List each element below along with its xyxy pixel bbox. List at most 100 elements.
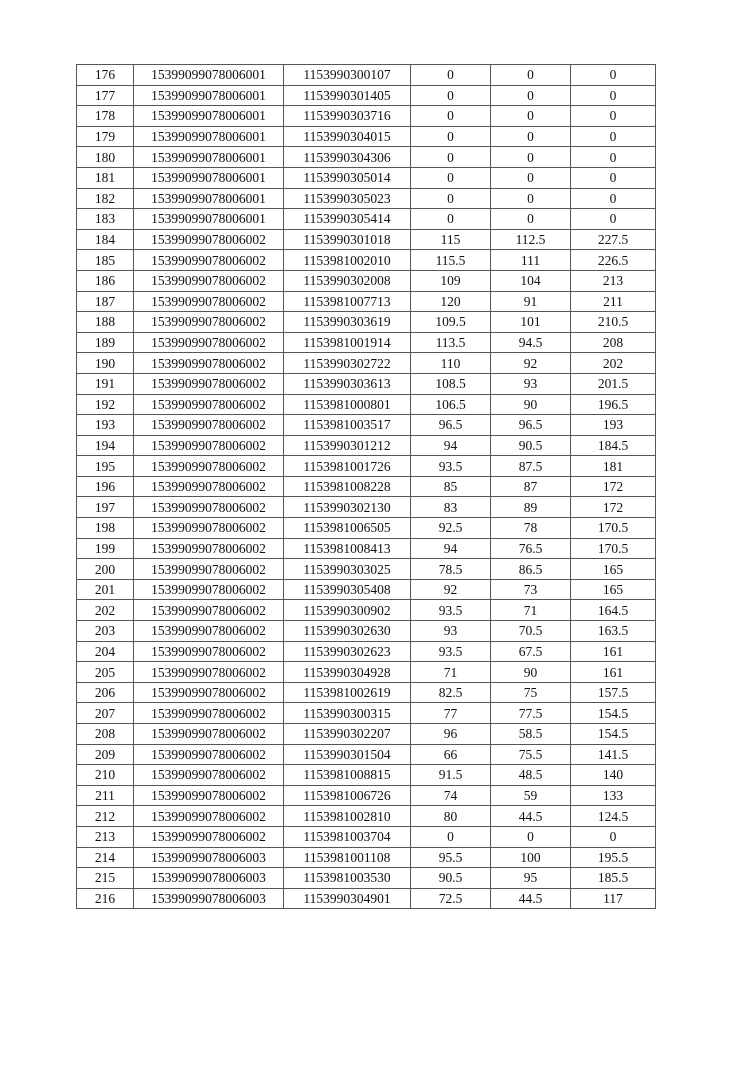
- total-cell: 211: [570, 290, 656, 313]
- group-id-cell: 15399099078006001: [133, 208, 284, 230]
- score-a-cell: 115.5: [410, 249, 491, 271]
- total-cell: 140: [570, 764, 656, 786]
- row-number-cell: 208: [76, 723, 134, 745]
- table-row: 212 15399099078006002 1153981002810 80 44.5 1…: [76, 805, 656, 827]
- score-b-cell: 70.5: [490, 620, 571, 642]
- total-cell: 170.5: [570, 537, 656, 560]
- score-b-cell: 0: [490, 825, 571, 848]
- total-cell: 164.5: [570, 599, 656, 622]
- total-cell: 165: [570, 578, 656, 601]
- score-a-cell: 94: [410, 537, 491, 560]
- total-cell: 184.5: [570, 434, 656, 457]
- item-id-cell: 1153981003704: [283, 825, 411, 848]
- row-number-cell: 188: [76, 311, 134, 333]
- score-b-cell: 0: [490, 166, 571, 189]
- score-b-cell: 0: [490, 105, 571, 127]
- group-id-cell: 15399099078006003: [133, 846, 284, 869]
- table-row: 201 15399099078006002 1153990305408 92 73 165: [76, 578, 656, 601]
- item-id-cell: 1153990301405: [283, 84, 411, 107]
- row-number-cell: 176: [76, 64, 134, 86]
- item-id-cell: 1153990304928: [283, 661, 411, 683]
- score-b-cell: 90: [490, 661, 571, 683]
- row-number-cell: 201: [76, 578, 134, 601]
- total-cell: 141.5: [570, 743, 656, 766]
- row-number-cell: 184: [76, 228, 134, 251]
- item-id-cell: 1153990303025: [283, 558, 411, 580]
- table-row: 183 15399099078006001 1153990305414 0 0 0: [76, 208, 656, 230]
- table-row: 177 15399099078006001 1153990301405 0 0 0: [76, 84, 656, 107]
- item-id-cell: 1153990303716: [283, 105, 411, 127]
- total-cell: 163.5: [570, 620, 656, 642]
- table-row: 214 15399099078006003 1153981001108 95.5 100…: [76, 846, 656, 869]
- group-id-cell: 15399099078006002: [133, 517, 284, 539]
- table-row: 206 15399099078006002 1153981002619 82.5 75 1…: [76, 681, 656, 704]
- group-id-cell: 15399099078006003: [133, 867, 284, 889]
- item-id-cell: 1153981008815: [283, 764, 411, 786]
- table-row: 179 15399099078006001 1153990304015 0 0 0: [76, 125, 656, 148]
- total-cell: 0: [570, 208, 656, 230]
- group-id-cell: 15399099078006002: [133, 311, 284, 333]
- total-cell: 195.5: [570, 846, 656, 869]
- row-number-cell: 190: [76, 352, 134, 374]
- row-number-cell: 185: [76, 249, 134, 271]
- row-number-cell: 193: [76, 414, 134, 436]
- item-id-cell: 1153981006726: [283, 784, 411, 807]
- group-id-cell: 15399099078006002: [133, 578, 284, 601]
- score-a-cell: 78.5: [410, 558, 491, 580]
- item-id-cell: 1153990302008: [283, 269, 411, 292]
- item-id-cell: 1153981003517: [283, 414, 411, 436]
- item-id-cell: 1153981002010: [283, 249, 411, 271]
- table-row: 187 15399099078006002 1153981007713 120 91 21…: [76, 290, 656, 313]
- group-id-cell: 15399099078006002: [133, 414, 284, 436]
- score-b-cell: 0: [490, 208, 571, 230]
- item-id-cell: 1153981001108: [283, 846, 411, 869]
- score-a-cell: 77: [410, 702, 491, 724]
- table-row: 196 15399099078006002 1153981008228 85 87 172: [76, 475, 656, 498]
- row-number-cell: 209: [76, 743, 134, 766]
- score-a-cell: 109.5: [410, 311, 491, 333]
- total-cell: 133: [570, 784, 656, 807]
- row-number-cell: 191: [76, 372, 134, 395]
- total-cell: 201.5: [570, 372, 656, 395]
- item-id-cell: 1153990303613: [283, 372, 411, 395]
- total-cell: 213: [570, 269, 656, 292]
- score-a-cell: 90.5: [410, 867, 491, 889]
- score-a-cell: 0: [410, 825, 491, 848]
- score-a-cell: 108.5: [410, 372, 491, 395]
- item-id-cell: 1153990302630: [283, 620, 411, 642]
- group-id-cell: 15399099078006001: [133, 125, 284, 148]
- score-b-cell: 111: [490, 249, 571, 271]
- row-number-cell: 194: [76, 434, 134, 457]
- score-b-cell: 96.5: [490, 414, 571, 436]
- row-number-cell: 186: [76, 269, 134, 292]
- group-id-cell: 15399099078006002: [133, 640, 284, 663]
- total-cell: 124.5: [570, 805, 656, 827]
- row-number-cell: 178: [76, 105, 134, 127]
- total-cell: 196.5: [570, 393, 656, 416]
- row-number-cell: 199: [76, 537, 134, 560]
- group-id-cell: 15399099078006002: [133, 825, 284, 848]
- row-number-cell: 192: [76, 393, 134, 416]
- table-row: 189 15399099078006002 1153981001914 113.5 94…: [76, 331, 656, 354]
- item-id-cell: 1153990303619: [283, 311, 411, 333]
- score-b-cell: 0: [490, 84, 571, 107]
- table-row: 193 15399099078006002 1153981003517 96.5 96.…: [76, 414, 656, 436]
- row-number-cell: 211: [76, 784, 134, 807]
- score-a-cell: 83: [410, 496, 491, 519]
- score-b-cell: 90: [490, 393, 571, 416]
- group-id-cell: 15399099078006002: [133, 784, 284, 807]
- score-a-cell: 92.5: [410, 517, 491, 539]
- group-id-cell: 15399099078006002: [133, 558, 284, 580]
- score-b-cell: 86.5: [490, 558, 571, 580]
- score-b-cell: 112.5: [490, 228, 571, 251]
- group-id-cell: 15399099078006002: [133, 372, 284, 395]
- score-b-cell: 48.5: [490, 764, 571, 786]
- score-b-cell: 59: [490, 784, 571, 807]
- group-id-cell: 15399099078006002: [133, 496, 284, 519]
- table-row: 192 15399099078006002 1153981000801 106.5 90…: [76, 393, 656, 416]
- table-row: 195 15399099078006002 1153981001726 93.5 87.…: [76, 455, 656, 477]
- total-cell: 0: [570, 187, 656, 210]
- item-id-cell: 1153981003530: [283, 867, 411, 889]
- group-id-cell: 15399099078006002: [133, 290, 284, 313]
- table-row: 176 15399099078006001 1153990300107 0 0 0: [76, 64, 656, 86]
